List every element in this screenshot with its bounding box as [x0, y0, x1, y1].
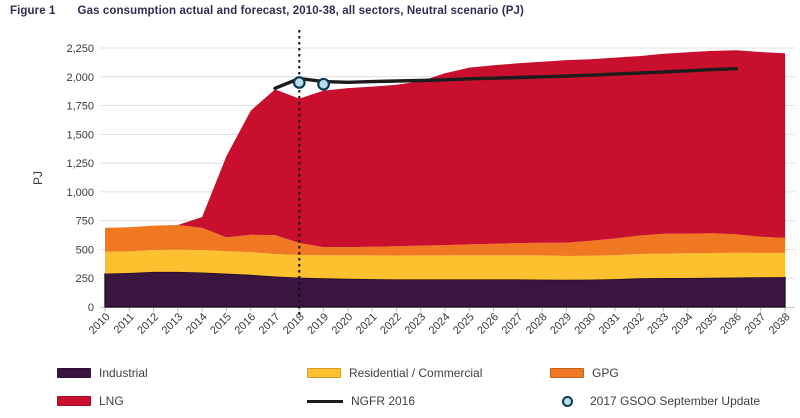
svg-text:250: 250: [76, 273, 94, 285]
svg-text:2031: 2031: [597, 311, 623, 337]
svg-text:2032: 2032: [621, 311, 647, 337]
svg-text:2017: 2017: [257, 311, 283, 337]
svg-text:1,250: 1,250: [66, 158, 94, 170]
gsoo-update-marker: [317, 77, 330, 91]
svg-text:2016: 2016: [232, 311, 258, 337]
ngfr-2016-line: [273, 66, 739, 91]
svg-text:2037: 2037: [742, 311, 768, 337]
y-axis-title: PJ: [31, 171, 45, 185]
legend-label: LNG: [99, 394, 124, 408]
area-gpg: [105, 225, 785, 256]
legend-label: GPG: [592, 366, 619, 380]
svg-text:2024: 2024: [427, 311, 453, 337]
industrial-swatch-icon: [57, 368, 91, 378]
svg-text:2023: 2023: [402, 311, 428, 337]
svg-text:0: 0: [88, 302, 94, 314]
svg-text:500: 500: [76, 244, 94, 256]
gpg-swatch-icon: [550, 368, 584, 378]
legend-item-gpg: GPG: [550, 362, 760, 384]
area-lng: [105, 50, 785, 248]
gsoo-marker-swatch-icon: [562, 395, 573, 407]
svg-text:2029: 2029: [548, 311, 574, 337]
svg-text:2027: 2027: [500, 311, 526, 337]
gas-consumption-stacked-area-chart: 0 250 500 750 1,000 1,250 1,500 1,750 2,000 2,250…: [31, 30, 795, 337]
svg-text:2028: 2028: [524, 311, 550, 337]
area-industrial: [104, 271, 786, 308]
svg-text:1,750: 1,750: [66, 101, 94, 113]
svg-text:2025: 2025: [451, 311, 477, 337]
legend-item-lng: LNG: [57, 390, 307, 412]
chart-legend: Industrial Residential / Commercial GPG …: [57, 362, 760, 412]
figure-title: Figure 1 Gas consumption actual and forec…: [10, 5, 524, 17]
svg-text:2038: 2038: [767, 311, 793, 337]
forecast-lines: [273, 66, 739, 91]
svg-text:2036: 2036: [718, 311, 744, 337]
svg-text:2030: 2030: [572, 311, 598, 337]
x-axis-labels: 2010 201120122013201420152016201720182019…: [87, 311, 793, 337]
y-axis-labels: 0 250 500 750 1,000 1,250 1,500 1,750 2,000 2,250: [66, 43, 94, 314]
svg-text:2033: 2033: [645, 311, 671, 337]
svg-text:2,000: 2,000: [66, 72, 94, 84]
residential-commercial-swatch-icon: [307, 368, 341, 378]
svg-text:2010: 2010: [87, 311, 113, 337]
legend-item-gsoo-update: 2017 GSOO September Update: [550, 390, 760, 412]
svg-text:1,500: 1,500: [66, 129, 94, 141]
legend-label: 2017 GSOO September Update: [590, 394, 761, 408]
legend-label: Residential / Commercial: [349, 366, 483, 380]
svg-text:2020: 2020: [330, 311, 356, 337]
legend-label: Industrial: [99, 366, 148, 380]
svg-text:2013: 2013: [160, 311, 186, 337]
svg-text:2014: 2014: [184, 311, 210, 337]
legend-item-residential-commercial: Residential / Commercial: [307, 362, 550, 384]
svg-text:2011: 2011: [112, 311, 137, 336]
svg-text:2019: 2019: [305, 311, 331, 337]
stacked-areas: [104, 50, 786, 308]
svg-text:2018: 2018: [281, 311, 307, 337]
svg-text:2026: 2026: [475, 311, 501, 337]
svg-text:2012: 2012: [135, 311, 161, 337]
svg-text:2021: 2021: [354, 311, 380, 337]
gsoo-update-marker: [292, 76, 306, 89]
svg-text:2035: 2035: [694, 311, 720, 337]
svg-text:2034: 2034: [670, 311, 696, 337]
figure-number: Figure 1: [10, 5, 56, 17]
svg-text:1,000: 1,000: [66, 187, 94, 199]
gsoo-markers: [292, 76, 330, 91]
legend-label: NGFR 2016: [351, 394, 416, 408]
y-axis-title: PJ: [31, 171, 45, 185]
svg-text:750: 750: [76, 216, 94, 228]
svg-text:2022: 2022: [378, 311, 404, 337]
svg-text:2,250: 2,250: [66, 43, 94, 55]
legend-item-industrial: Industrial: [57, 362, 307, 384]
ngfr-line-swatch-icon: [307, 399, 343, 403]
legend-item-ngfr-2016: NGFR 2016: [307, 390, 550, 412]
svg-text:2015: 2015: [208, 311, 234, 337]
lng-swatch-icon: [57, 396, 91, 406]
area-residential-commercial: [105, 249, 785, 280]
figure-caption: Gas consumption actual and forecast, 201…: [77, 5, 524, 17]
x-axis-ticks: [104, 307, 786, 312]
